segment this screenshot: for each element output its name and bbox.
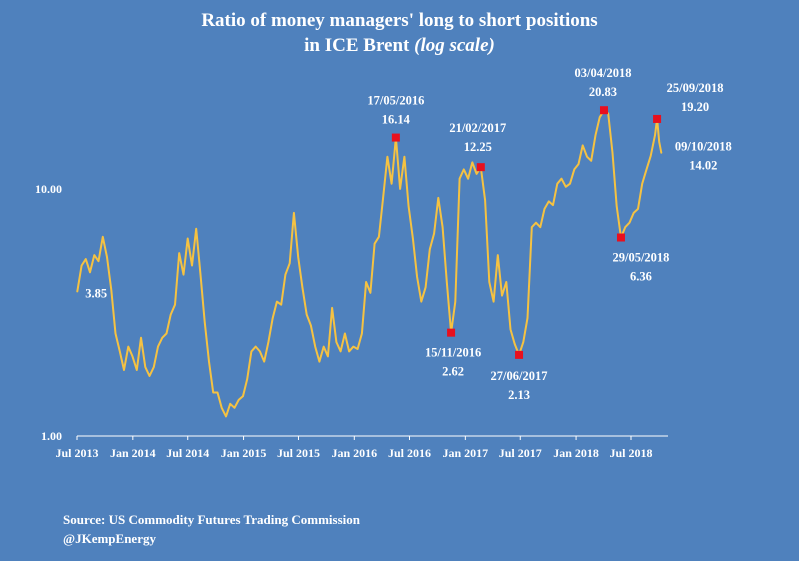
chart-title-prefix: in ICE Brent bbox=[304, 35, 410, 56]
annotation-value: 6.36 bbox=[630, 269, 652, 283]
annotation-value: 2.13 bbox=[508, 388, 530, 402]
y-axis-ticks: 1.00 10.00 bbox=[35, 182, 62, 443]
annotation-date: 09/10/2018 bbox=[675, 140, 732, 154]
source-note: Source: US Commodity Futures Trading Com… bbox=[63, 512, 360, 527]
author-handle: @JKempEnergy bbox=[63, 531, 156, 546]
x-tick-label: Jul 2016 bbox=[388, 446, 431, 460]
chart-title-scale-note: (log scale) bbox=[414, 35, 495, 56]
chart-title-line-1: Ratio of money managers' long to short p… bbox=[201, 10, 598, 31]
annotation-value: 3.85 bbox=[85, 286, 107, 300]
peak-marker bbox=[653, 114, 662, 123]
annotation-value: 20.83 bbox=[589, 85, 617, 99]
chart-title-line-2: in ICE Brent (log scale) bbox=[0, 35, 799, 57]
y-tick-label: 1.00 bbox=[41, 429, 62, 443]
annotation-value: 19.20 bbox=[681, 100, 709, 114]
x-tick-label: Jan 2018 bbox=[553, 446, 599, 460]
x-tick-label: Jul 2015 bbox=[277, 446, 320, 460]
x-tick-label: Jan 2015 bbox=[221, 446, 267, 460]
annotation-date: 03/04/2018 bbox=[575, 66, 632, 80]
x-tick-label: Jan 2014 bbox=[110, 446, 156, 460]
annotation-date: 27/06/2017 bbox=[491, 369, 548, 383]
annotation-value: 16.14 bbox=[382, 113, 411, 127]
annotation-markers bbox=[391, 106, 662, 359]
annotation-date: 21/02/2017 bbox=[449, 121, 506, 135]
x-tick-label: Jan 2016 bbox=[331, 446, 377, 460]
peak-marker bbox=[599, 106, 608, 115]
annotation-date: 15/11/2016 bbox=[425, 346, 481, 360]
annotation-labels: 3.85 17/05/2016 16.14 15/11/2016 2.62 21/02/2… bbox=[85, 66, 731, 402]
peak-marker bbox=[476, 163, 485, 172]
x-tick-label: Jul 2017 bbox=[499, 446, 542, 460]
series-line bbox=[76, 109, 663, 418]
annotation-date: 17/05/2016 bbox=[367, 94, 424, 108]
x-tick-label: Jul 2018 bbox=[609, 446, 652, 460]
annotation-value: 2.62 bbox=[442, 365, 464, 379]
annotation-value: 14.02 bbox=[689, 159, 717, 173]
peak-marker bbox=[391, 133, 400, 142]
annotation-value: 12.25 bbox=[464, 140, 492, 154]
x-tick-label: Jan 2017 bbox=[442, 446, 488, 460]
peak-marker bbox=[616, 233, 625, 242]
x-tick-label: Jul 2014 bbox=[166, 446, 209, 460]
x-axis-ticks: Jul 2013 Jan 2014 Jul 2014 Jan 2015 Jul 2015… bbox=[55, 436, 652, 460]
peak-marker bbox=[447, 328, 456, 337]
annotation-date: 25/09/2018 bbox=[667, 81, 724, 95]
y-tick-label: 10.00 bbox=[35, 182, 62, 196]
x-tick-label: Jul 2013 bbox=[55, 446, 98, 460]
peak-marker bbox=[515, 350, 524, 359]
annotation-date: 29/05/2018 bbox=[612, 250, 669, 264]
